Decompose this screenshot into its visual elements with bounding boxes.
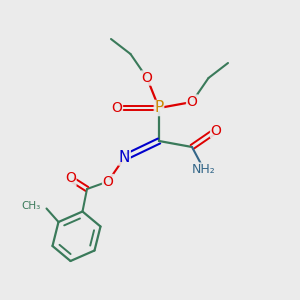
Text: N: N [119,150,130,165]
Text: O: O [142,71,152,85]
Text: CH₃: CH₃ [21,201,40,211]
Text: O: O [211,124,221,137]
Text: O: O [187,95,197,109]
Text: O: O [103,175,113,188]
Text: O: O [112,101,122,115]
Text: O: O [65,172,76,185]
Text: P: P [154,100,164,116]
Text: NH₂: NH₂ [192,163,216,176]
